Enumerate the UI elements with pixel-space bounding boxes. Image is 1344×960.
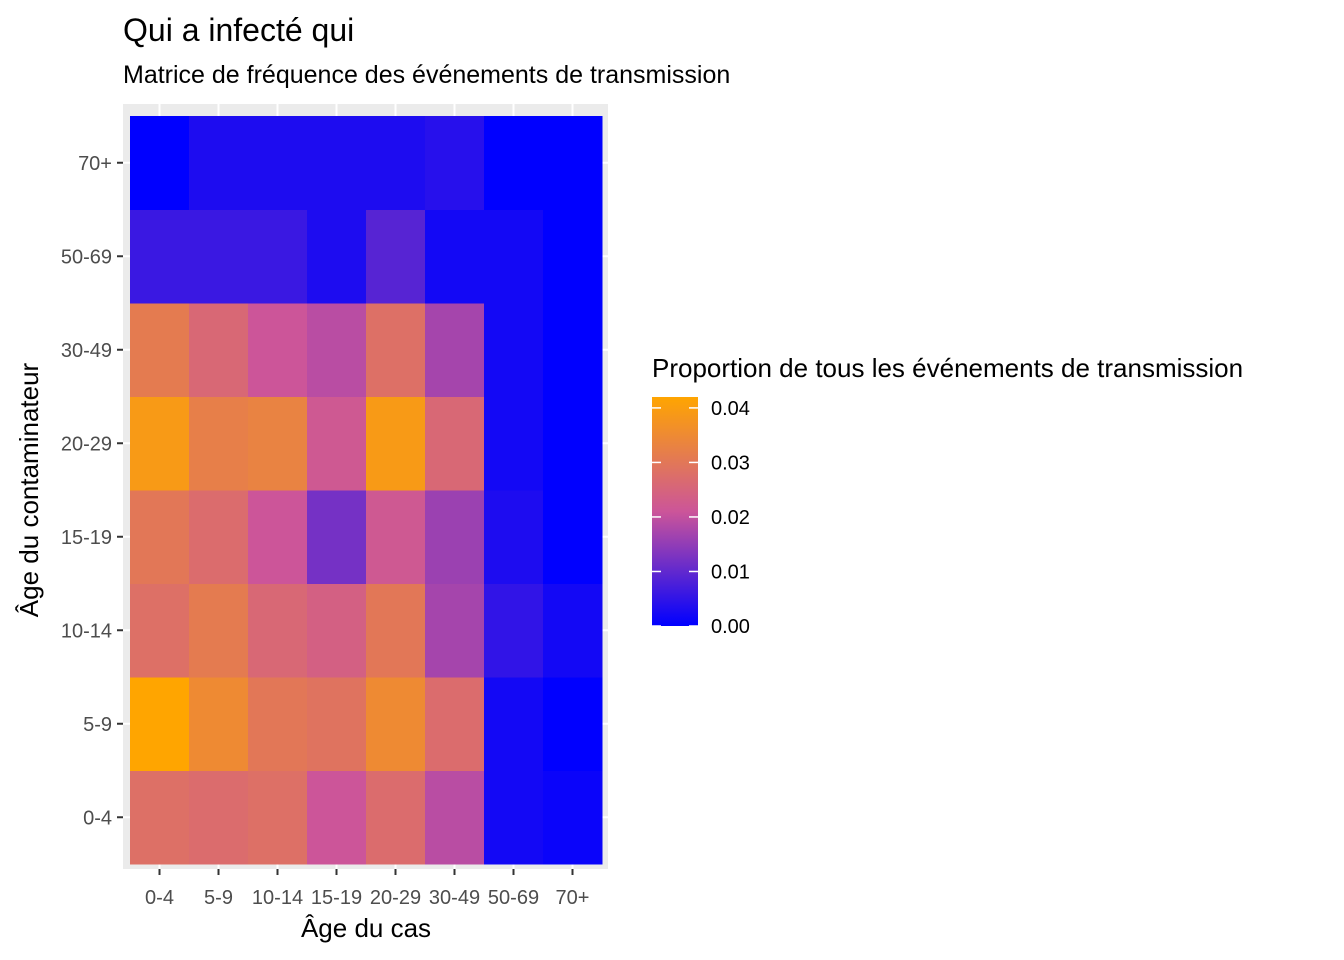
heatmap-cell bbox=[307, 396, 367, 491]
x-tick-label: 5-9 bbox=[204, 887, 233, 909]
heatmap-cells bbox=[130, 116, 603, 865]
heatmap-cell bbox=[189, 770, 249, 865]
heatmap-cell bbox=[425, 770, 485, 865]
heatmap-cell bbox=[366, 583, 426, 678]
heatmap-cell bbox=[307, 490, 367, 584]
heatmap-cell bbox=[189, 490, 249, 584]
legend-colorbar bbox=[652, 397, 698, 626]
heatmap-cell bbox=[189, 583, 249, 678]
heatmap-cell bbox=[248, 303, 308, 397]
heatmap-cell bbox=[130, 396, 190, 491]
heatmap-cell bbox=[484, 116, 544, 210]
heatmap-cell bbox=[425, 303, 485, 397]
heatmap-cell bbox=[307, 209, 367, 304]
heatmap-cell bbox=[189, 396, 249, 491]
heatmap-cell bbox=[366, 677, 426, 771]
y-tick-label: 10-14 bbox=[61, 620, 112, 642]
y-tick-label: 0-4 bbox=[83, 807, 112, 829]
heatmap-cell bbox=[366, 770, 426, 865]
legend-label: 0.04 bbox=[711, 398, 750, 420]
heatmap-cell bbox=[543, 209, 603, 304]
heatmap-cell bbox=[425, 490, 485, 584]
y-axis-title: Âge du contaminateur bbox=[14, 362, 44, 617]
y-tick-label: 30-49 bbox=[61, 340, 112, 362]
heatmap-cell bbox=[248, 396, 308, 491]
heatmap-cell bbox=[484, 770, 544, 865]
heatmap-cell bbox=[248, 116, 308, 210]
heatmap-cell bbox=[366, 209, 426, 304]
y-tick-label: 15-19 bbox=[61, 527, 112, 549]
heatmap-cell bbox=[248, 770, 308, 865]
x-tick-label: 15-19 bbox=[311, 887, 362, 909]
heatmap-cell bbox=[543, 116, 603, 210]
heatmap-cell bbox=[425, 209, 485, 304]
heatmap-cell bbox=[425, 583, 485, 678]
y-tick-label: 70+ bbox=[78, 153, 112, 175]
x-tick-label: 50-69 bbox=[488, 887, 539, 909]
heatmap-cell bbox=[130, 677, 190, 771]
x-axis-title: Âge du cas bbox=[301, 913, 431, 943]
legend: Proportion de tous les événements de tra… bbox=[652, 353, 1243, 638]
heatmap-cell bbox=[307, 770, 367, 865]
heatmap-cell bbox=[425, 396, 485, 491]
y-tick-label: 20-29 bbox=[61, 433, 112, 455]
chart-subtitle: Matrice de fréquence des événements de t… bbox=[123, 61, 730, 89]
heatmap-cell bbox=[366, 396, 426, 491]
y-tick-label: 5-9 bbox=[83, 714, 112, 736]
heatmap-cell bbox=[307, 116, 367, 210]
heatmap-cell bbox=[484, 209, 544, 304]
legend-ticks: 0.00 0.01 0.02 0.03 0.04 bbox=[652, 398, 750, 638]
heatmap-cell bbox=[484, 490, 544, 584]
chart-title: Qui a infecté qui bbox=[123, 12, 354, 48]
x-tick-label: 0-4 bbox=[145, 887, 174, 909]
heatmap-cell bbox=[189, 209, 249, 304]
heatmap-cell bbox=[543, 303, 603, 397]
heatmap-cell bbox=[248, 583, 308, 678]
heatmap-cell bbox=[189, 303, 249, 397]
heatmap-cell bbox=[130, 770, 190, 865]
x-tick-label: 10-14 bbox=[252, 887, 303, 909]
heatmap-cell bbox=[543, 490, 603, 584]
heatmap-cell bbox=[130, 583, 190, 678]
heatmap-cell bbox=[484, 303, 544, 397]
heatmap-cell bbox=[248, 209, 308, 304]
heatmap-cell bbox=[130, 303, 190, 397]
heatmap-cell bbox=[543, 396, 603, 491]
heatmap-cell bbox=[189, 116, 249, 210]
x-tick-label: 70+ bbox=[556, 887, 590, 909]
heatmap-cell bbox=[130, 209, 190, 304]
x-tick-label: 30-49 bbox=[429, 887, 480, 909]
heatmap-cell bbox=[248, 490, 308, 584]
y-tick-label: 50-69 bbox=[61, 246, 112, 268]
heatmap-cell bbox=[543, 770, 603, 865]
heatmap-cell bbox=[189, 677, 249, 771]
legend-label: 0.01 bbox=[711, 561, 750, 583]
legend-title: Proportion de tous les événements de tra… bbox=[652, 353, 1243, 383]
heatmap-cell bbox=[425, 116, 485, 210]
heatmap-cell bbox=[366, 303, 426, 397]
heatmap-cell bbox=[130, 116, 190, 210]
y-axis: 0-4 5-9 10-14 15-19 20-29 30-49 50-69 70+ bbox=[61, 153, 123, 829]
heatmap-cell bbox=[307, 583, 367, 678]
x-tick-label: 20-29 bbox=[370, 887, 421, 909]
legend-label: 0.00 bbox=[711, 616, 750, 638]
heatmap-cell bbox=[543, 677, 603, 771]
legend-label: 0.02 bbox=[711, 507, 750, 529]
heatmap-cell bbox=[248, 677, 308, 771]
heatmap-cell bbox=[484, 677, 544, 771]
heatmap-cell bbox=[484, 396, 544, 491]
heatmap-cell bbox=[425, 677, 485, 771]
heatmap-cell bbox=[484, 583, 544, 678]
heatmap-cell bbox=[307, 677, 367, 771]
heatmap-cell bbox=[366, 116, 426, 210]
heatmap-cell bbox=[543, 583, 603, 678]
heatmap-cell bbox=[130, 490, 190, 584]
heatmap-cell bbox=[307, 303, 367, 397]
x-axis: 0-4 5-9 10-14 15-19 20-29 30-49 50-69 70+ bbox=[145, 869, 589, 909]
heatmap-cell bbox=[366, 490, 426, 584]
legend-label: 0.03 bbox=[711, 452, 750, 474]
